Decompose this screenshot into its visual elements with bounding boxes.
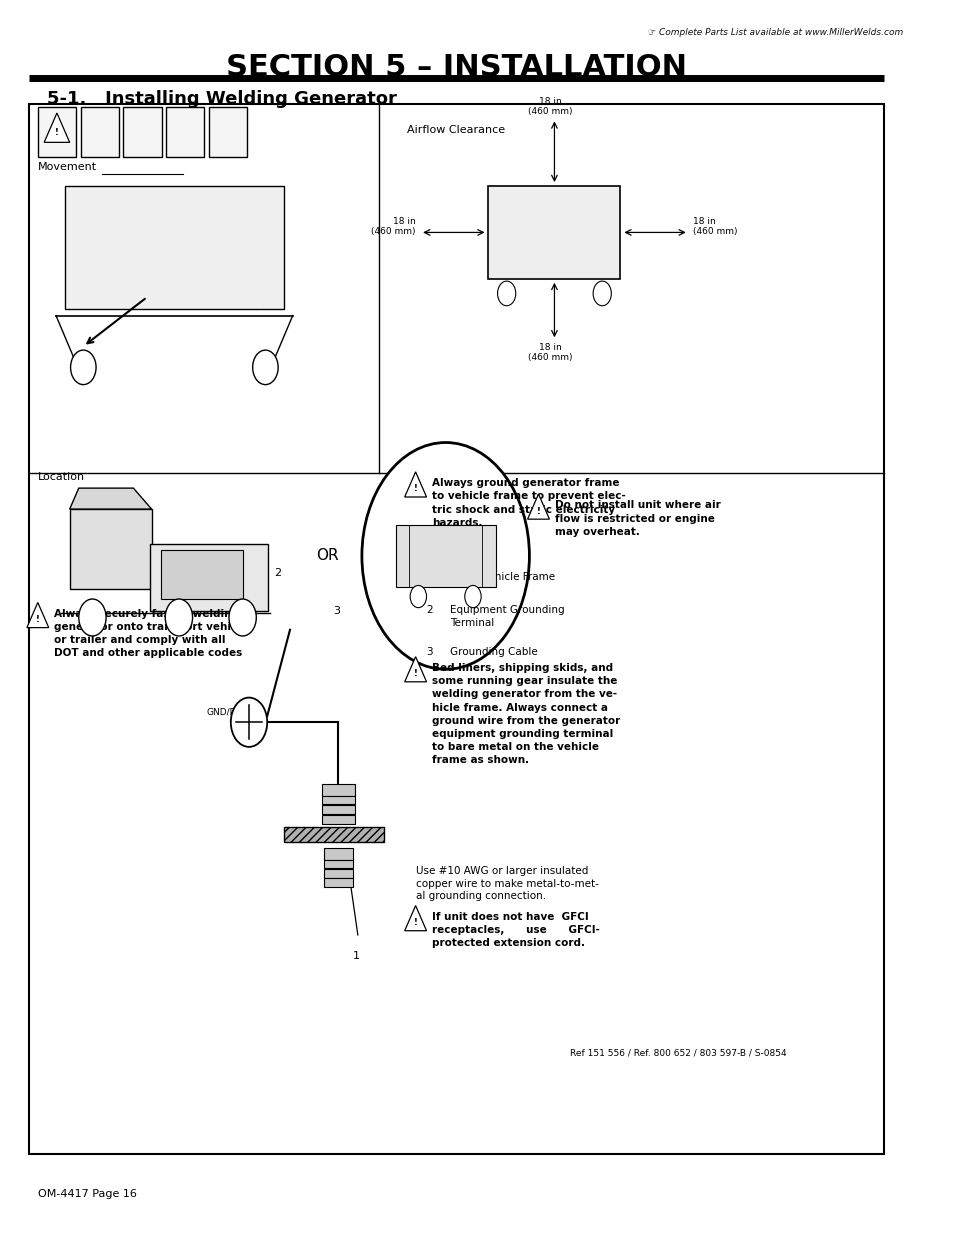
Text: 1: 1: [426, 572, 433, 582]
Bar: [323, 848, 353, 861]
Text: 3: 3: [333, 606, 339, 616]
Bar: [150, 543, 268, 611]
Bar: [160, 550, 242, 599]
Polygon shape: [70, 488, 152, 509]
Circle shape: [593, 282, 611, 306]
Polygon shape: [404, 472, 426, 496]
Polygon shape: [44, 114, 70, 142]
Text: Do not install unit where air
flow is restricted or engine
may overheat.: Do not install unit where air flow is re…: [555, 500, 720, 537]
Bar: [323, 878, 353, 887]
Bar: [80, 107, 119, 157]
Text: !: !: [414, 484, 417, 493]
Text: 18 in
(460 mm): 18 in (460 mm): [371, 216, 416, 236]
Text: Grounding Cable: Grounding Cable: [450, 647, 537, 657]
Text: !: !: [414, 918, 417, 927]
Bar: [323, 869, 353, 878]
Text: Ref 151 556 / Ref. 800 652 / 803 597-B / S-0854: Ref 151 556 / Ref. 800 652 / 803 597-B /…: [570, 1049, 786, 1057]
Text: If unit does not have  GFCI
receptacles,      use      GFCI-
protected extension: If unit does not have GFCI receptacles, …: [432, 911, 599, 948]
Text: 18 in
(460 mm): 18 in (460 mm): [693, 216, 737, 236]
Circle shape: [464, 585, 480, 608]
Text: ☞ Complete Parts List available at www.MillerWelds.com: ☞ Complete Parts List available at www.M…: [647, 28, 902, 37]
Text: Airflow Clearance: Airflow Clearance: [406, 125, 504, 135]
Bar: [323, 860, 353, 868]
Text: 2: 2: [274, 568, 280, 578]
Text: Movement: Movement: [38, 162, 97, 172]
Bar: [38, 107, 76, 157]
Bar: [321, 815, 355, 824]
Text: Metal Vehicle Frame: Metal Vehicle Frame: [450, 572, 555, 582]
Text: Location: Location: [38, 472, 85, 482]
Bar: [321, 805, 355, 814]
Text: 3: 3: [426, 647, 433, 657]
Polygon shape: [27, 603, 49, 627]
Polygon shape: [404, 657, 426, 682]
Text: !: !: [55, 128, 59, 137]
Circle shape: [253, 350, 278, 384]
Circle shape: [71, 350, 96, 384]
Text: Always ground generator frame
to vehicle frame to prevent elec-
tric shock and s: Always ground generator frame to vehicle…: [432, 478, 625, 527]
Bar: [29, 104, 883, 1153]
Circle shape: [497, 282, 516, 306]
Text: Equipment Grounding
Terminal: Equipment Grounding Terminal: [450, 605, 564, 627]
Text: OR: OR: [315, 548, 338, 563]
Text: !: !: [414, 669, 417, 678]
Polygon shape: [283, 827, 383, 842]
Text: 5-1.   Installing Welding Generator: 5-1. Installing Welding Generator: [47, 90, 396, 109]
Text: 2: 2: [426, 605, 433, 615]
Polygon shape: [527, 494, 549, 519]
Bar: [395, 525, 496, 587]
Text: OM-4417 Page 16: OM-4417 Page 16: [38, 1189, 136, 1199]
Circle shape: [410, 585, 426, 608]
Text: 18 in
(460 mm): 18 in (460 mm): [527, 96, 572, 116]
Bar: [123, 107, 161, 157]
Polygon shape: [404, 905, 426, 931]
Text: 18 in
(460 mm): 18 in (460 mm): [527, 343, 572, 362]
Bar: [65, 186, 283, 310]
Bar: [166, 107, 204, 157]
Text: Always securely fasten welding
generator onto transport vehicle
or trailer and c: Always securely fasten welding generator…: [54, 609, 248, 658]
Text: 1: 1: [353, 951, 359, 961]
Bar: [321, 784, 355, 797]
Circle shape: [361, 442, 529, 669]
Circle shape: [229, 599, 256, 636]
Text: !: !: [536, 506, 540, 515]
Text: SECTION 5 – INSTALLATION: SECTION 5 – INSTALLATION: [226, 53, 686, 83]
Circle shape: [79, 599, 106, 636]
Bar: [209, 107, 247, 157]
Circle shape: [231, 698, 267, 747]
Text: GND/PE: GND/PE: [206, 708, 240, 716]
Circle shape: [165, 599, 193, 636]
Bar: [70, 509, 152, 589]
Text: Use #10 AWG or larger insulated
copper wire to make metal-to-met-
al grounding c: Use #10 AWG or larger insulated copper w…: [416, 867, 598, 902]
Text: !: !: [36, 615, 40, 624]
Bar: [321, 795, 355, 804]
Bar: [488, 186, 619, 279]
Text: Bed liners, shipping skids, and
some running gear insulate the
welding generator: Bed liners, shipping skids, and some run…: [432, 663, 619, 766]
